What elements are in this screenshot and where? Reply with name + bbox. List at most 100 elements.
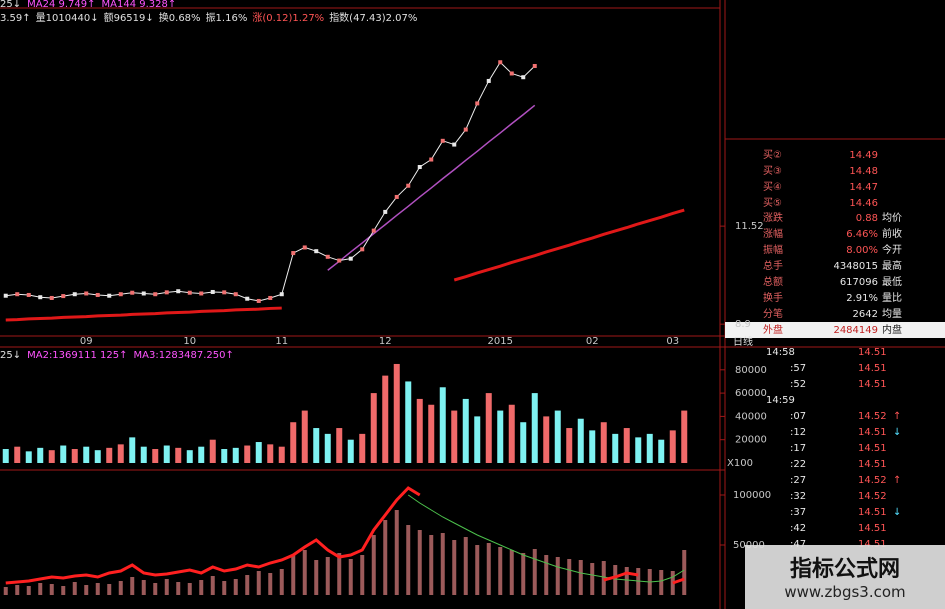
stat-label: 分笔 — [763, 307, 783, 320]
close-mark — [38, 295, 43, 300]
indicator-bar — [164, 579, 169, 595]
volume-bar — [60, 445, 67, 463]
volume-bar — [186, 450, 193, 463]
stat-label: 换手 — [763, 291, 783, 304]
close-mark — [268, 295, 273, 300]
indicator-bar — [567, 559, 572, 595]
tick-time: :27 — [790, 475, 806, 486]
indicator-bar — [302, 550, 307, 595]
close-mark — [141, 291, 146, 296]
volume-bar — [140, 446, 147, 463]
indicator-bar — [555, 557, 560, 595]
indicator-bar — [153, 583, 158, 595]
close-mark — [348, 256, 353, 261]
tick-arrow: ↑ — [893, 475, 901, 486]
highlight-row — [725, 322, 945, 338]
volume-bar — [198, 446, 205, 463]
close-mark — [302, 245, 307, 250]
stat-value: 2484149 — [833, 325, 878, 336]
bid-price: 14.46 — [849, 198, 878, 209]
indicator-bar — [15, 585, 20, 595]
indicator-bar — [72, 582, 77, 595]
indicator-bar — [394, 510, 399, 595]
volume-bar — [106, 447, 113, 463]
stat-right: 均量 — [882, 308, 902, 320]
tick-time: :37 — [790, 507, 806, 518]
stat-label: 涨幅 — [763, 227, 783, 240]
bid-price: 14.48 — [849, 166, 878, 177]
volume-bar — [428, 404, 435, 463]
indicator-bar — [118, 581, 123, 595]
stat-value: 2642 — [853, 309, 878, 320]
close-mark — [337, 258, 342, 263]
close-mark — [15, 292, 20, 297]
ma-purple-line — [327, 104, 536, 271]
stat-value: 8.00% — [846, 245, 878, 256]
indicator-bar — [256, 571, 261, 595]
volume-bar — [393, 363, 400, 463]
indicator-bar — [544, 555, 549, 595]
volume-bar — [635, 437, 642, 463]
indicator-bar — [325, 557, 330, 595]
close-mark — [440, 138, 445, 143]
close-mark — [394, 194, 399, 199]
close-mark — [279, 292, 284, 297]
close-mark — [256, 298, 261, 303]
indicator-bar — [452, 540, 457, 595]
indicator-bar — [26, 586, 31, 595]
close-mark — [61, 294, 66, 299]
indicator-bar — [141, 580, 146, 595]
close-mark — [406, 183, 411, 188]
bid-price: 14.49 — [849, 150, 878, 161]
volume-bar — [474, 416, 481, 463]
volume-bar — [681, 410, 688, 463]
volume-bar — [267, 444, 274, 463]
volume-bar — [163, 445, 170, 463]
stat-value: 2.91% — [846, 293, 878, 304]
y-tick-label: 8.9 — [735, 319, 751, 330]
close-mark — [26, 292, 31, 297]
quote-info: 量1010440↓ — [36, 12, 99, 24]
indicator-bar — [61, 586, 66, 595]
indicator-bar — [38, 583, 43, 595]
y-tick-label: 60000 — [735, 388, 767, 399]
quote-info: 3.59↑ — [0, 13, 31, 24]
stat-label: 总手 — [763, 259, 783, 272]
tick-time: :17 — [790, 443, 806, 454]
volume-bar — [497, 410, 504, 463]
indicator-bar — [532, 549, 537, 595]
close-line — [5, 61, 536, 302]
quote-info: 换0.68% — [159, 11, 201, 24]
volume-bar — [324, 433, 331, 463]
indicator-bar — [463, 537, 468, 595]
indicator-bar — [187, 583, 192, 595]
tick-price: 14.51 — [858, 443, 887, 454]
indicator-bar — [383, 520, 388, 595]
volume-bar — [370, 393, 377, 463]
ma-legend: MA144 9.328↑ — [102, 0, 177, 10]
volume-bar — [313, 428, 320, 463]
close-mark — [417, 165, 422, 170]
indicator-bar — [521, 553, 526, 595]
indicator-bar — [601, 561, 606, 595]
volume-bar — [508, 404, 515, 463]
volume-bar — [669, 430, 676, 463]
indicator-bar — [348, 559, 353, 595]
indicator-bar — [429, 535, 434, 595]
x-tick-label: 10 — [183, 336, 196, 347]
tick-price: 14.51 — [858, 459, 887, 470]
y-tick-label: 80000 — [735, 365, 767, 376]
tick-price: 14.51 — [858, 539, 887, 550]
stat-value: 6.46% — [846, 229, 878, 240]
close-mark — [475, 101, 480, 106]
quote-info: 额96519↓ — [104, 11, 154, 24]
volume-bar — [462, 398, 469, 463]
bid-label: 买③ — [763, 165, 782, 177]
indicator-bar — [659, 570, 664, 595]
tick-time: 14:58 — [766, 347, 795, 358]
volume-bar — [439, 387, 446, 463]
volume-bar — [48, 450, 55, 463]
tick-arrow: ↑ — [893, 411, 901, 422]
close-mark — [325, 254, 330, 259]
